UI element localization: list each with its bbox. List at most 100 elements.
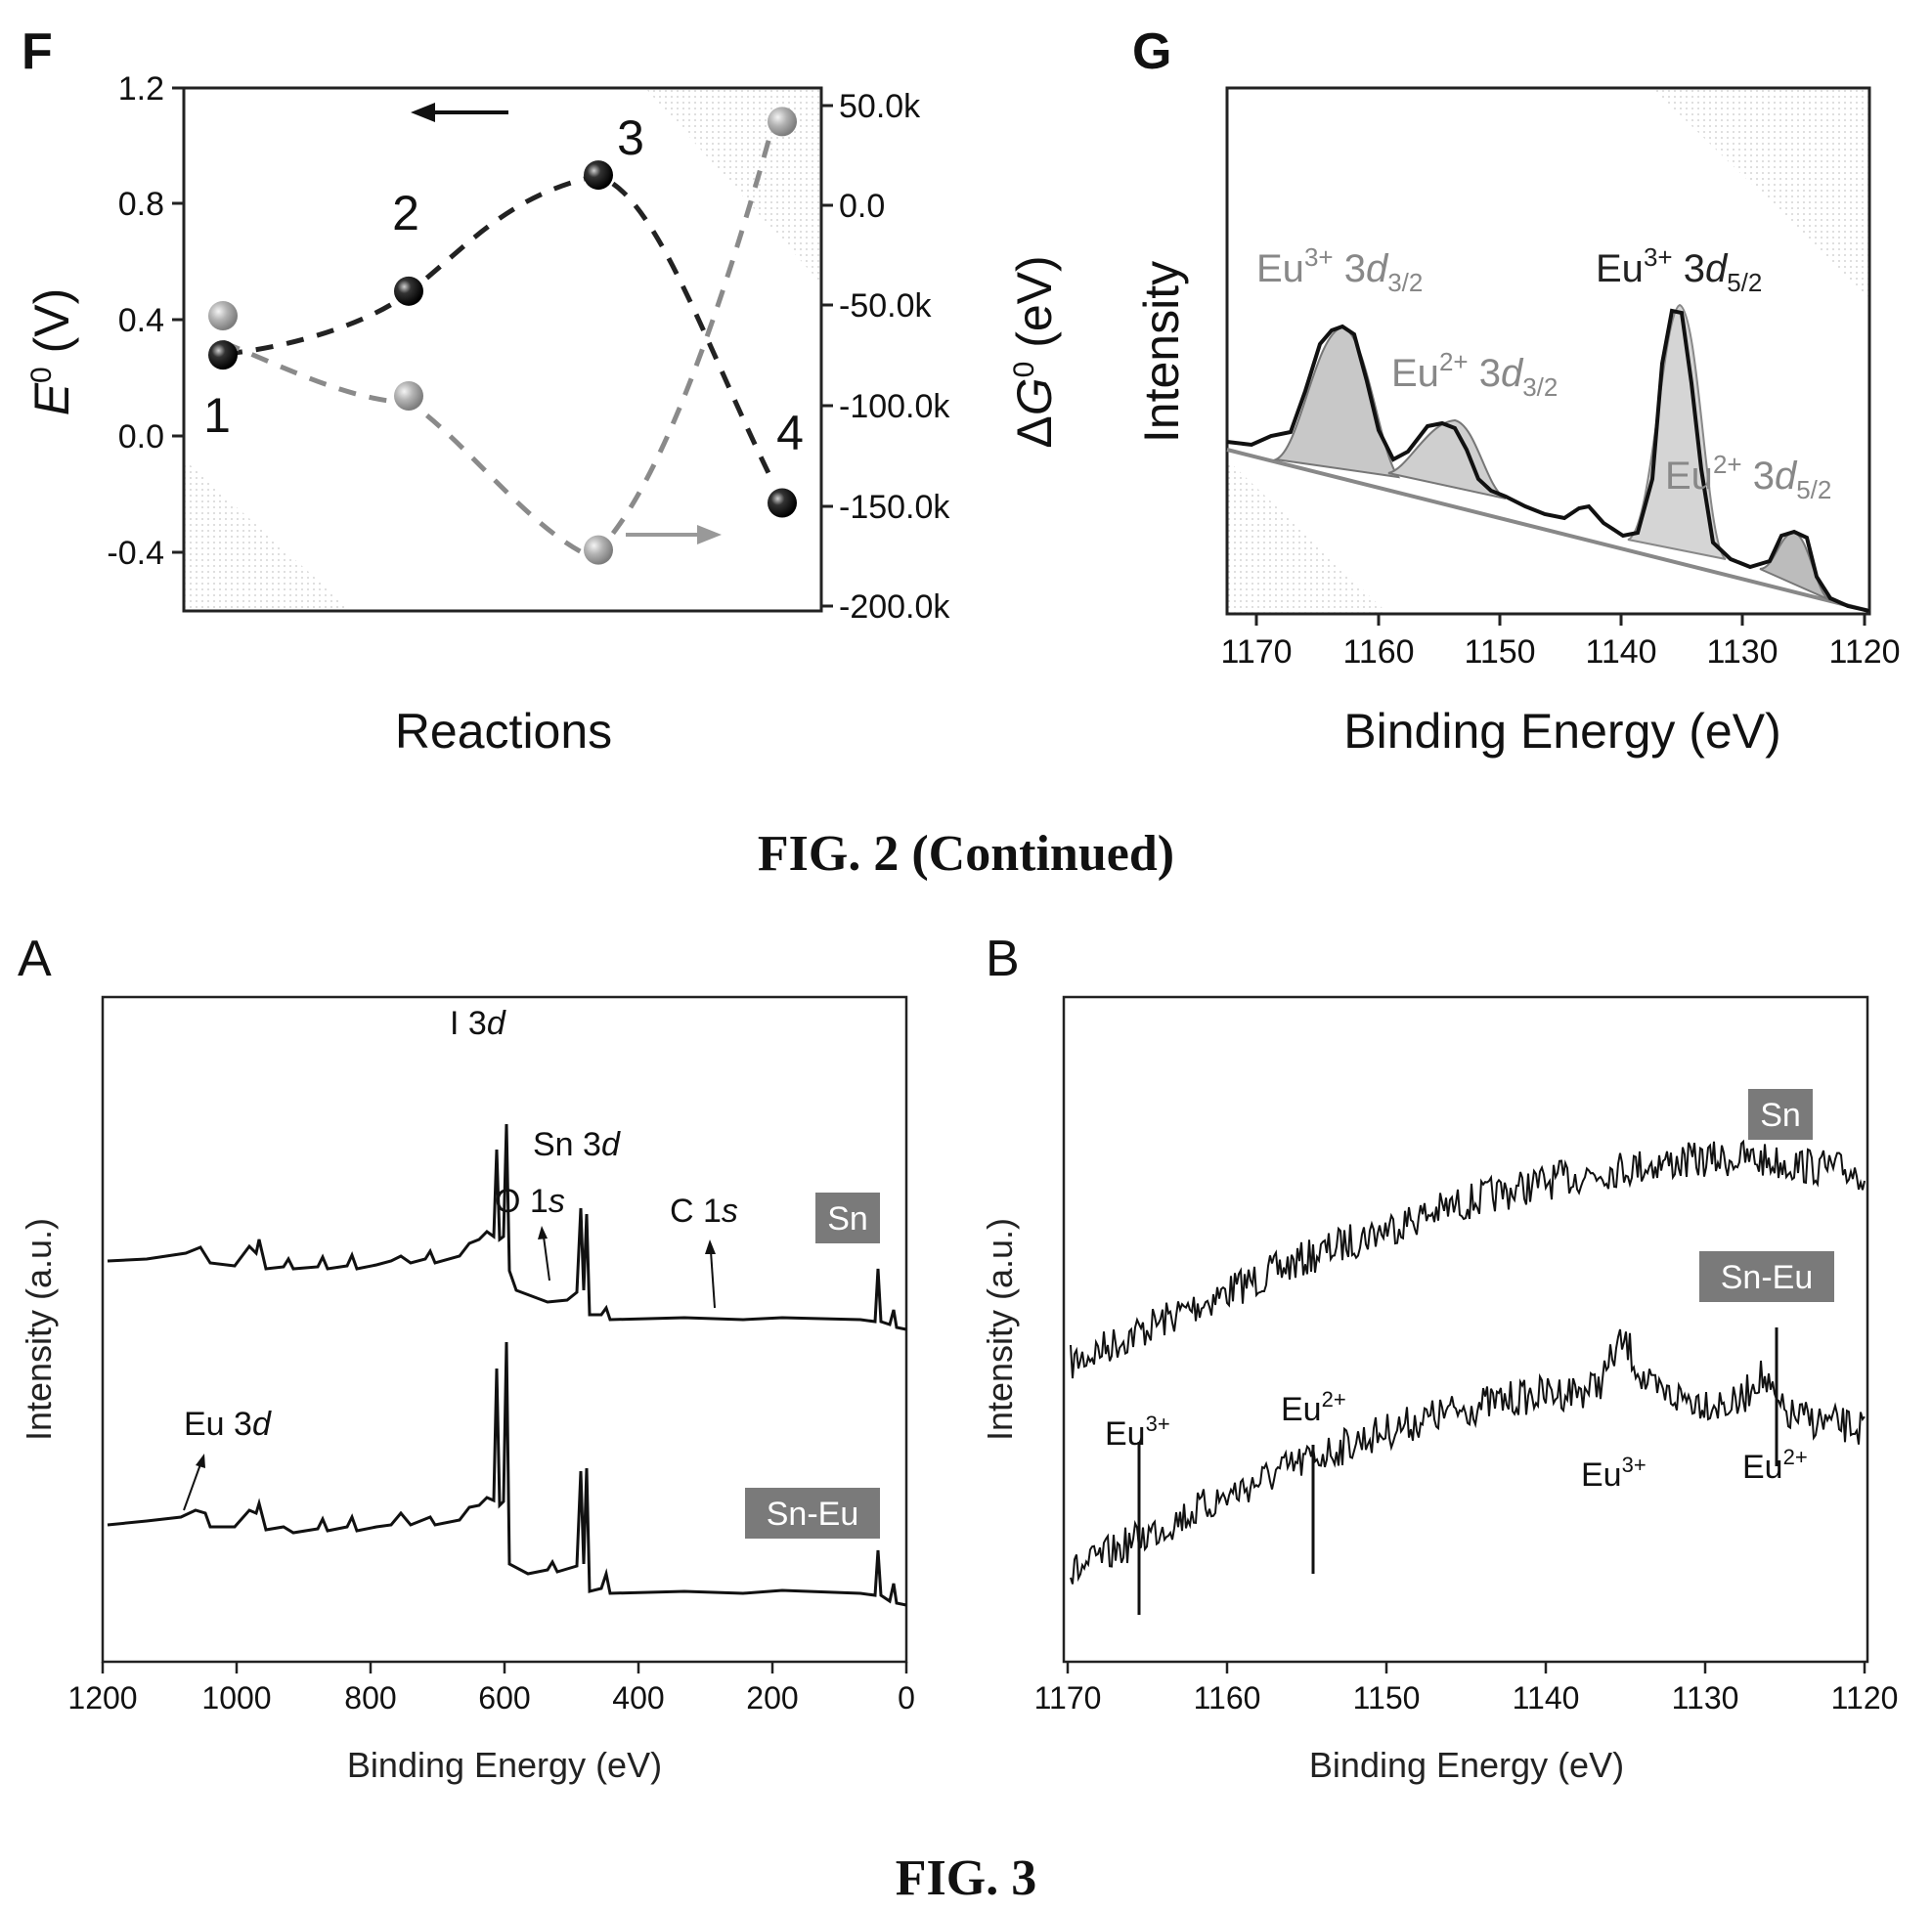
panel-f-left-axis: 1.2 0.8 0.4 0.0 -0.4 [107, 70, 184, 572]
panel-f-point-label: 3 [617, 110, 644, 165]
panel-a-xtick: 0 [898, 1680, 915, 1716]
panel-b-xtick: 1140 [1513, 1680, 1580, 1716]
panel-g-peak-eu2-3d52 [1759, 531, 1831, 601]
panel-a-frame [101, 995, 908, 1664]
panel-g-xtick: 1130 [1706, 633, 1778, 671]
panel-b-frame [1062, 995, 1869, 1664]
panel-f-y2tick: -200.0k [839, 588, 950, 626]
panel-a-x-axis: 1200 1000 800 600 400 200 0 [67, 1662, 915, 1716]
panel-b: B 1170 1160 1150 1140 1130 1120 Intensit… [980, 931, 1898, 1785]
panel-b-xtick: 1130 [1672, 1680, 1739, 1716]
panel-b-spectra [1070, 1139, 1866, 1585]
panel-a-xtick: 200 [746, 1680, 798, 1716]
panel-f-ytick: 0.0 [118, 418, 164, 456]
panel-g-peak-eu3-3d32 [1272, 326, 1401, 479]
panel-g-annot-eu3-3d52: Eu3+ 3d5/2 [1596, 242, 1762, 297]
panel-f-y2tick: 50.0k [839, 88, 921, 125]
panel-b-xtick: 1120 [1831, 1680, 1899, 1716]
panel-a: A 1200 1000 800 600 400 200 0 Intensity … [18, 931, 915, 1785]
panel-b-letter: B [986, 931, 1020, 987]
panel-g-xtick: 1120 [1828, 633, 1900, 671]
dg0-point-1 [208, 301, 238, 331]
panel-a-xlabel: Binding Energy (eV) [347, 1745, 662, 1785]
panel-g-xlabel: Binding Energy (eV) [1343, 704, 1780, 759]
panel-g: G 1170 1160 1150 1140 1130 1120 Intensit… [1132, 23, 1901, 759]
panel-b-spectrum-sneu [1070, 1328, 1866, 1585]
panel-a-spectrum-sn [107, 1123, 907, 1331]
panel-g-xtick: 1160 [1342, 633, 1414, 671]
panel-a-o1s-arrow [538, 1226, 550, 1282]
panel-b-annot-eu3-right: Eu3+ [1581, 1453, 1647, 1494]
panel-b-xlabel: Binding Energy (eV) [1309, 1745, 1624, 1785]
e0-point-2 [394, 276, 423, 306]
panel-f-left-arrow [411, 103, 508, 122]
panel-f-xlabel: Reactions [395, 704, 612, 759]
panel-a-xtick: 800 [344, 1680, 396, 1716]
panel-g-annot-eu2-3d32: Eu2+ 3d3/2 [1391, 347, 1558, 402]
panel-b-badge-sn: Sn [1760, 1097, 1801, 1134]
panel-f-y2tick: -50.0k [839, 287, 932, 325]
panel-b-xtick: 1160 [1194, 1680, 1261, 1716]
panel-a-badge-sn-bg [815, 1193, 880, 1243]
panel-g-ylabel: Intensity [1134, 261, 1189, 443]
panel-f-y2label: ΔG0 (eV) [1007, 255, 1062, 448]
panel-a-letter: A [18, 931, 52, 987]
panel-g-x-axis: 1170 1160 1150 1140 1130 1120 [1220, 614, 1901, 671]
panel-f-ytick: -0.4 [107, 535, 164, 572]
panel-g-frame [1225, 86, 1871, 616]
panel-f-ytick: 1.2 [118, 70, 164, 108]
dg0-point-2 [394, 380, 423, 411]
panel-f-dg-curve [222, 126, 775, 560]
panel-f: F 1.2 0.8 0.4 0.0 -0.4 50.0k 0.0 [22, 23, 1062, 759]
panel-g-xtick: 1150 [1464, 633, 1535, 671]
panel-g-stipple-top [1652, 88, 1869, 298]
panel-f-points [208, 107, 797, 565]
e0-point-4 [768, 488, 797, 518]
panel-g-baseline [1226, 448, 1870, 613]
panel-b-xtick: 1170 [1034, 1680, 1102, 1716]
panel-g-xtick: 1170 [1220, 633, 1292, 671]
fig3-caption: FIG. 3 [896, 1850, 1036, 1906]
panel-a-ylabel: Intensity (a.u.) [19, 1218, 59, 1441]
panel-b-xtick: 1150 [1353, 1680, 1421, 1716]
panel-a-annot-o1s: O 1s [495, 1183, 565, 1220]
panel-a-xtick: 1200 [67, 1680, 137, 1716]
panel-a-annot-i3d: I 3d [450, 1005, 506, 1042]
panel-f-ytick: 0.4 [118, 302, 164, 339]
panel-a-annot-eu3d: Eu 3d [184, 1406, 272, 1443]
dg0-point-3 [584, 535, 613, 565]
panel-f-y2tick: -150.0k [839, 489, 950, 526]
panel-a-badge-sneu-bg [745, 1488, 880, 1539]
dg0-point-4 [768, 107, 797, 137]
panel-g-spectrum [1226, 308, 1870, 613]
panel-a-xtick: 1000 [201, 1680, 271, 1716]
panel-b-annot-eu2-left: Eu2+ [1281, 1387, 1346, 1428]
panel-f-frame [182, 86, 823, 613]
panel-b-annot-eu3-left: Eu3+ [1105, 1412, 1170, 1453]
panel-b-badge-sneu: Sn-Eu [1721, 1259, 1814, 1296]
panel-a-annot-sn3d: Sn 3d [533, 1126, 621, 1163]
panel-a-eu3d-arrow [183, 1454, 205, 1511]
panel-f-right-axis: 50.0k 0.0 -50.0k -100.0k -150.0k -200.0k [821, 88, 950, 626]
panel-a-xtick: 600 [478, 1680, 530, 1716]
panel-a-xtick: 400 [612, 1680, 664, 1716]
panel-b-annot-eu2-right: Eu2+ [1742, 1445, 1808, 1486]
panel-f-point-label: 4 [776, 406, 804, 460]
panel-g-annot-eu2-3d52: Eu2+ 3d5/2 [1665, 450, 1831, 504]
e0-point-1 [208, 340, 238, 370]
panel-a-c1s-arrow [705, 1239, 716, 1309]
panel-f-ytick: 0.8 [118, 186, 164, 223]
panel-a-badge-sneu: Sn-Eu [767, 1496, 859, 1533]
panel-f-ylabel: E0 (V) [24, 288, 79, 416]
panel-g-annot-eu3-3d32: Eu3+ 3d3/2 [1256, 242, 1423, 297]
panel-b-x-axis: 1170 1160 1150 1140 1130 1120 [1034, 1662, 1899, 1716]
panel-f-stipple-top [645, 88, 821, 283]
panel-f-y2tick: 0.0 [839, 188, 885, 225]
panel-b-spectrum-sn [1070, 1139, 1866, 1379]
panel-f-stipple-bottom [184, 459, 352, 611]
panel-g-stipple-bottom [1227, 459, 1388, 614]
panel-b-badge-sneu-bg [1699, 1251, 1834, 1302]
panel-g-xtick: 1140 [1585, 633, 1656, 671]
panel-g-letter: G [1132, 23, 1171, 80]
